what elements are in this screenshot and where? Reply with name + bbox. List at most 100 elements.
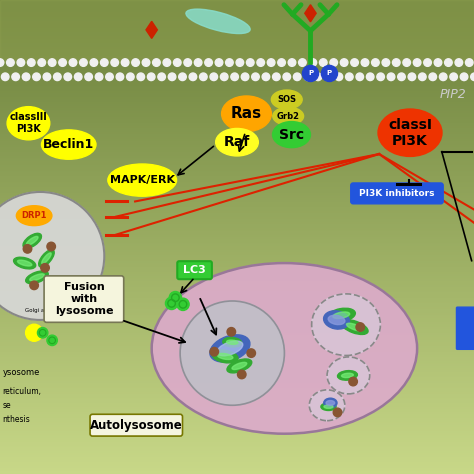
- Circle shape: [434, 59, 442, 66]
- Circle shape: [215, 59, 223, 66]
- Ellipse shape: [212, 350, 238, 363]
- Circle shape: [236, 59, 244, 66]
- Ellipse shape: [14, 257, 36, 269]
- Circle shape: [366, 73, 374, 81]
- Circle shape: [173, 59, 181, 66]
- Ellipse shape: [378, 109, 442, 156]
- Circle shape: [43, 73, 51, 81]
- Circle shape: [47, 335, 57, 346]
- Ellipse shape: [346, 323, 363, 331]
- Circle shape: [27, 59, 35, 66]
- Circle shape: [460, 73, 468, 81]
- Circle shape: [106, 73, 113, 81]
- Circle shape: [127, 73, 134, 81]
- Circle shape: [227, 328, 236, 336]
- Ellipse shape: [41, 130, 96, 159]
- Circle shape: [179, 73, 186, 81]
- Ellipse shape: [23, 233, 41, 248]
- Text: Autolysosome: Autolysosome: [90, 419, 182, 432]
- Ellipse shape: [324, 311, 349, 329]
- Ellipse shape: [27, 237, 38, 245]
- Ellipse shape: [186, 9, 250, 34]
- Ellipse shape: [324, 398, 337, 408]
- Circle shape: [445, 59, 452, 66]
- Ellipse shape: [232, 362, 247, 370]
- Circle shape: [177, 298, 189, 310]
- Text: Grb2: Grb2: [277, 112, 300, 120]
- Circle shape: [267, 59, 275, 66]
- Ellipse shape: [18, 260, 32, 266]
- Circle shape: [356, 323, 365, 331]
- Circle shape: [111, 59, 118, 66]
- Circle shape: [392, 59, 400, 66]
- Circle shape: [333, 408, 342, 417]
- Circle shape: [293, 73, 301, 81]
- Ellipse shape: [311, 294, 380, 356]
- Text: PIP2: PIP2: [439, 88, 466, 101]
- Circle shape: [465, 59, 473, 66]
- Circle shape: [80, 59, 87, 66]
- Circle shape: [37, 328, 48, 338]
- Ellipse shape: [223, 337, 242, 347]
- Circle shape: [226, 59, 233, 66]
- Circle shape: [0, 59, 4, 66]
- Ellipse shape: [210, 335, 250, 362]
- Text: P: P: [327, 71, 332, 76]
- Circle shape: [330, 59, 337, 66]
- Ellipse shape: [218, 354, 233, 359]
- Circle shape: [30, 281, 38, 290]
- Circle shape: [278, 59, 285, 66]
- Polygon shape: [146, 21, 157, 38]
- Ellipse shape: [341, 319, 368, 335]
- Ellipse shape: [327, 357, 370, 394]
- Ellipse shape: [321, 403, 336, 410]
- Circle shape: [74, 73, 82, 81]
- Ellipse shape: [217, 341, 243, 356]
- Circle shape: [153, 59, 160, 66]
- Ellipse shape: [16, 206, 52, 226]
- Text: DRP1: DRP1: [21, 211, 47, 220]
- Circle shape: [455, 59, 463, 66]
- Circle shape: [419, 73, 426, 81]
- Ellipse shape: [337, 371, 357, 380]
- Circle shape: [116, 73, 124, 81]
- Circle shape: [147, 73, 155, 81]
- Circle shape: [387, 73, 395, 81]
- Circle shape: [163, 59, 171, 66]
- Circle shape: [200, 73, 207, 81]
- Circle shape: [299, 59, 306, 66]
- Text: classIII
PI3K: classIII PI3K: [9, 112, 47, 134]
- Circle shape: [189, 73, 197, 81]
- Circle shape: [12, 73, 19, 81]
- Circle shape: [429, 73, 437, 81]
- Circle shape: [85, 73, 92, 81]
- Circle shape: [361, 59, 369, 66]
- Circle shape: [205, 59, 212, 66]
- Circle shape: [252, 73, 259, 81]
- Circle shape: [95, 73, 103, 81]
- Circle shape: [0, 192, 104, 320]
- Ellipse shape: [273, 107, 303, 125]
- Circle shape: [424, 59, 431, 66]
- Circle shape: [377, 73, 384, 81]
- Ellipse shape: [30, 274, 44, 281]
- Circle shape: [309, 59, 317, 66]
- Circle shape: [246, 59, 254, 66]
- Circle shape: [137, 73, 145, 81]
- Circle shape: [59, 59, 66, 66]
- FancyBboxPatch shape: [456, 307, 474, 349]
- Text: Golgi apparatus: Golgi apparatus: [25, 308, 70, 313]
- Circle shape: [165, 297, 178, 310]
- Circle shape: [471, 73, 474, 81]
- Circle shape: [325, 73, 332, 81]
- Ellipse shape: [326, 401, 335, 405]
- Circle shape: [304, 73, 311, 81]
- Circle shape: [23, 245, 32, 253]
- Circle shape: [283, 73, 291, 81]
- FancyBboxPatch shape: [90, 414, 182, 436]
- Circle shape: [220, 73, 228, 81]
- Circle shape: [17, 59, 25, 66]
- Circle shape: [439, 73, 447, 81]
- Circle shape: [247, 349, 255, 357]
- Ellipse shape: [26, 271, 48, 283]
